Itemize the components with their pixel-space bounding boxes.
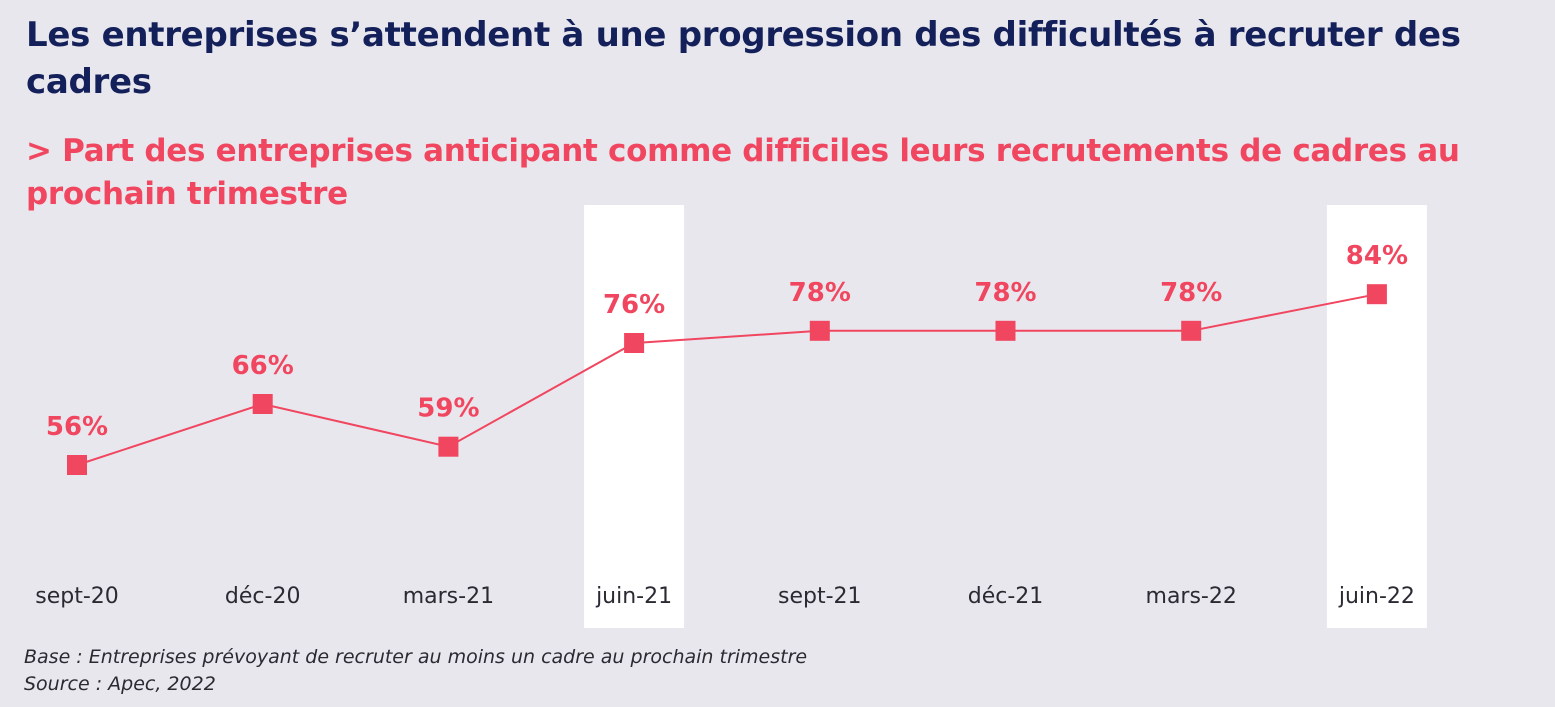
x-tick-label-déc-20: déc-20	[225, 584, 301, 609]
highlight-column-juin-22	[1326, 205, 1427, 628]
highlight-column-juin-21	[584, 205, 685, 628]
data-label-mars-21: 59%	[417, 394, 479, 424]
chart-subtitle: > Part des entreprises anticipant comme …	[26, 133, 1460, 212]
data-label-sept-21: 78%	[789, 278, 851, 308]
footnote-source: Source : Apec, 2022	[24, 673, 216, 695]
data-point-sept-20	[67, 455, 87, 475]
x-tick-label-mars-22: mars-22	[1146, 584, 1237, 609]
data-label-sept-20: 56%	[46, 412, 108, 442]
data-point-mars-22	[1181, 320, 1202, 341]
x-tick-label-sept-21: sept-21	[778, 584, 862, 609]
x-tick-label-juin-21: juin-21	[595, 584, 672, 609]
footnote-base: Base : Entreprises prévoyant de recruter…	[24, 646, 808, 668]
data-label-juin-22: 84%	[1346, 241, 1408, 271]
data-point-juin-21	[624, 333, 645, 353]
series-line	[76, 293, 1378, 466]
x-tick-label-mars-21: mars-21	[403, 584, 494, 609]
data-point-déc-20	[252, 394, 273, 414]
data-label-déc-21: 78%	[974, 278, 1036, 308]
data-point-mars-21	[438, 436, 459, 457]
data-label-déc-20: 66%	[232, 351, 294, 381]
data-point-juin-22	[1366, 284, 1387, 305]
x-tick-label-déc-21: déc-21	[968, 584, 1044, 609]
x-tick-label-juin-22: juin-22	[1338, 584, 1415, 609]
data-point-déc-21	[995, 320, 1016, 341]
data-point-sept-21	[809, 320, 830, 341]
x-tick-label-sept-20: sept-20	[35, 584, 119, 609]
data-label-mars-22: 78%	[1160, 278, 1222, 308]
data-label-juin-21: 76%	[603, 290, 665, 320]
chart-title: Les entreprises s’attendent à une progre…	[26, 15, 1461, 102]
